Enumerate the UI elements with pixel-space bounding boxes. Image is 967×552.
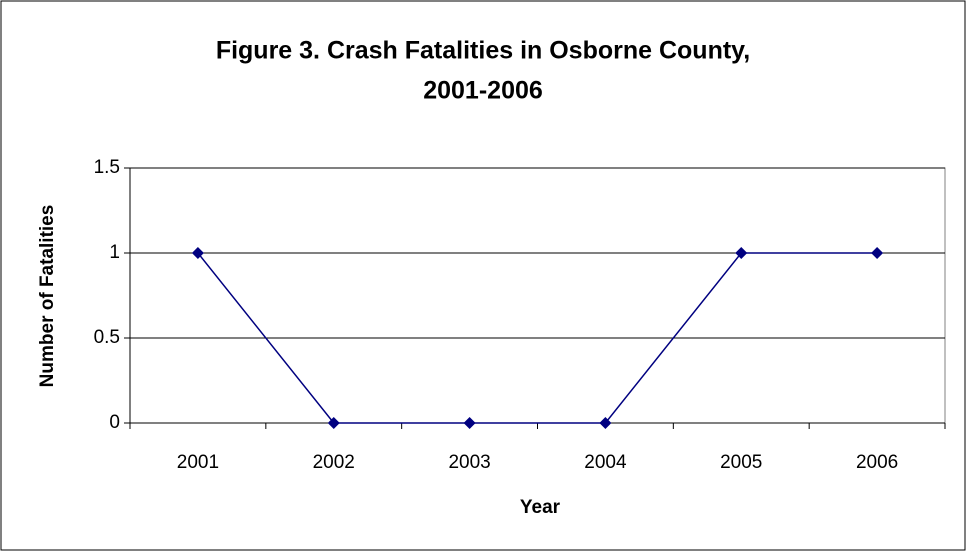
- x-tick-label: 2005: [720, 452, 762, 473]
- marker: [327, 417, 340, 429]
- marker: [463, 417, 476, 429]
- y-tick-label: 0: [109, 412, 120, 433]
- x-tick-label: 2006: [856, 452, 898, 473]
- y-axis-title: Number of Fatalities: [37, 205, 58, 388]
- x-axis-title: Year: [520, 497, 561, 518]
- chart-title: 2001-2006: [423, 77, 543, 105]
- x-tick-label: 2004: [584, 452, 627, 473]
- x-tick-label: 2002: [313, 452, 355, 473]
- marker: [191, 247, 204, 259]
- marker: [735, 247, 748, 259]
- y-tick-label: 1: [109, 242, 120, 263]
- x-tick-label: 2003: [448, 452, 490, 473]
- line: [197, 252, 878, 424]
- chart-title: Figure 3. Crash Fatalities in Osborne Co…: [216, 37, 750, 65]
- marker: [599, 417, 612, 429]
- y-tick-label: 0.5: [94, 327, 120, 348]
- y-tick-label: 1.5: [94, 157, 120, 178]
- plot-area: [129, 167, 946, 424]
- x-tick-label: 2001: [177, 452, 219, 473]
- marker: [871, 247, 884, 259]
